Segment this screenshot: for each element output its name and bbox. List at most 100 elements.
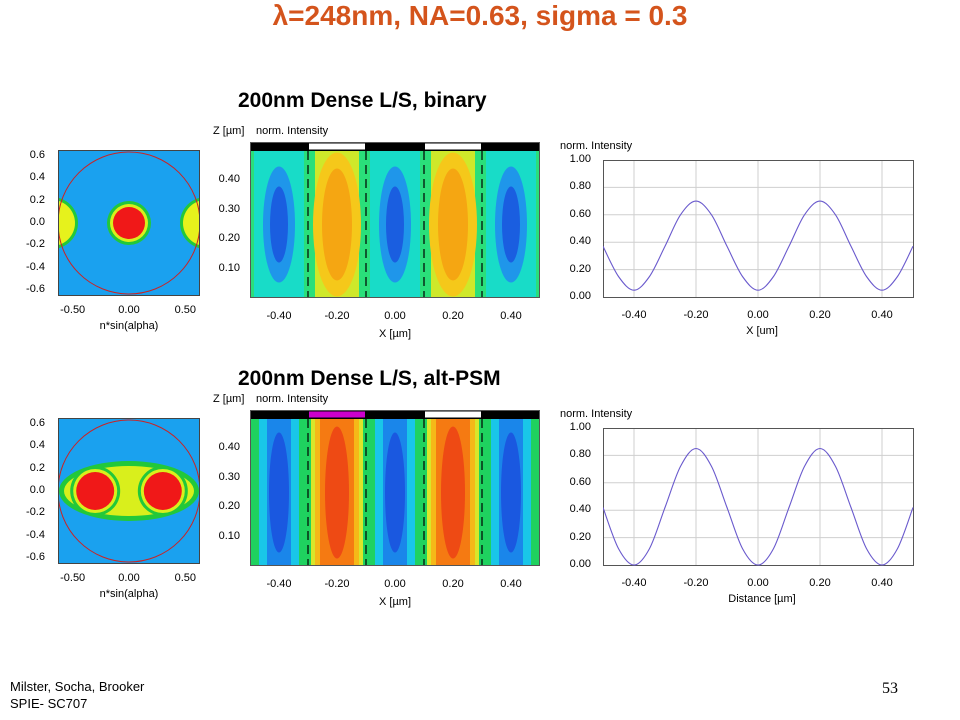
aerial-y-tick: 0.20 [218,232,240,245]
aerial-intensity-label: norm. Intensity [256,125,329,137]
mask-opening [309,411,365,418]
profile-y-tick: 0.20 [569,530,591,543]
pupil-y-tick: -0.4 [26,260,45,273]
profile-y-label: norm. Intensity [560,408,633,420]
pupil-y-tick: -0.2 [26,238,45,251]
pupil-spot-right [137,466,188,516]
footer-course: SPIE- SC707 [10,696,88,711]
pupil-map-binary [58,150,200,296]
pupil-y-tick: 0.2 [29,193,45,206]
aerial-x-tick: -0.40 [266,310,292,322]
intensity-map [250,151,540,298]
aerial-intensity-label: norm. Intensity [256,393,329,405]
section-title-altpsm: 200nm Dense L/S, alt-PSM [238,367,501,390]
pupil-y-tick: 0.6 [29,416,45,429]
aerial-x-tick: 0.40 [500,578,522,590]
aerial-y-tick: 0.30 [218,470,240,483]
pupil-y-tick: 0.0 [29,484,45,496]
pupil-y-tick: 0.0 [29,216,45,228]
profile-x-label: Distance [µm] [728,593,796,605]
pupil-x-label: n*sin(alpha) [99,588,159,600]
pupil-y-tick: -0.2 [26,506,45,519]
pupil-y-tick: 0.6 [29,148,45,161]
pupil-y-tick: -0.6 [26,283,45,296]
aerial-y-tick: 0.40 [218,173,240,186]
profile-y-tick: 0.40 [569,503,591,516]
pupil-spot-center [107,201,151,245]
pupil-x-label: n*sin(alpha) [99,320,159,332]
profile-x-tick: 0.40 [871,577,893,589]
profile-y-tick: 0.00 [569,558,591,570]
aerial-y-tick: 0.40 [218,441,240,454]
intensity-curve [603,447,914,566]
aerial-y-tick: 0.30 [218,202,240,215]
pupil-na-circle [58,419,200,563]
aerial-y-tick: 0.10 [218,529,240,542]
pupil-y-tick: 0.4 [29,439,45,452]
pupil-y-tick: -0.6 [26,551,45,564]
profile-grid [603,160,913,297]
profile-grid [603,428,913,565]
profile-y-tick: 0.20 [569,262,591,275]
slide-title: λ=248nm, NA=0.63, sigma = 0.3 [272,0,688,31]
profile-x-tick: -0.20 [683,309,709,321]
profile-y-tick: 1.00 [569,421,591,433]
section-title-binary: 200nm Dense L/S, binary [238,89,487,112]
pupil-spot-right [180,197,200,249]
profile-x-tick: 0.00 [747,309,769,321]
mask-opening [425,411,481,418]
profile-y-tick: 0.00 [569,290,591,302]
profile-chart-altpsm [603,428,914,566]
mask-opening [425,143,481,150]
pupil-na-circle [58,151,200,295]
aerial-x-tick: 0.20 [442,310,464,322]
aerial-z-label: Z [µm] [213,125,245,137]
aerial-image-binary [250,142,540,298]
profile-y-tick: 1.00 [569,153,591,165]
aerial-frame [250,142,540,298]
aerial-frame [250,410,540,566]
aerial-x-label: X [µm] [378,596,412,608]
pupil-x-tick: 0.00 [118,304,140,316]
aerial-x-tick: 0.20 [442,578,464,590]
pupil-x-tick: -0.50 [60,304,86,316]
pupil-y-tick: 0.4 [29,171,45,184]
pupil-spot-left [70,466,121,516]
intensity-curve [603,200,914,291]
profile-y-tick: 0.60 [569,207,591,220]
profile-x-tick: 0.00 [747,577,769,589]
profile-x-label: X [um] [746,325,778,337]
pupil-y-tick: 0.2 [29,461,45,474]
profile-x-tick: 0.20 [809,577,831,589]
pupil-y-tick: -0.4 [26,528,45,541]
profile-x-tick: 0.20 [809,309,831,321]
mask-bar [250,142,540,151]
pupil-x-tick: -0.50 [60,572,86,584]
aerial-x-tick: 0.40 [500,310,522,322]
aerial-image-altpsm [250,410,540,566]
profile-frame [603,160,914,298]
profile-y-tick: 0.80 [569,180,591,193]
profile-y-tick: 0.60 [569,475,591,488]
aerial-x-tick: -0.40 [266,578,292,590]
profile-chart-binary [603,160,914,298]
pupil-map-altpsm [58,418,200,564]
aerial-x-label: X [µm] [378,328,412,340]
aerial-y-tick: 0.20 [218,500,240,513]
profile-x-tick: -0.40 [621,577,647,589]
page-number: 53 [882,680,898,697]
aerial-y-tick: 0.10 [218,261,240,274]
pupil-x-tick: 0.50 [174,572,197,584]
profile-y-tick: 0.80 [569,448,591,461]
pupil-x-tick: 0.00 [118,572,140,584]
aerial-x-tick: -0.20 [324,310,350,322]
profile-y-tick: 0.40 [569,235,591,248]
aerial-x-tick: 0.00 [384,578,406,590]
pupil-spot-left [58,197,78,249]
pupil-frame [58,150,200,296]
pupil-frame [58,418,200,564]
profile-x-tick: -0.20 [683,577,709,589]
aerial-x-tick: 0.00 [384,310,406,322]
profile-x-tick: -0.40 [621,309,647,321]
profile-y-label: norm. Intensity [560,140,633,152]
